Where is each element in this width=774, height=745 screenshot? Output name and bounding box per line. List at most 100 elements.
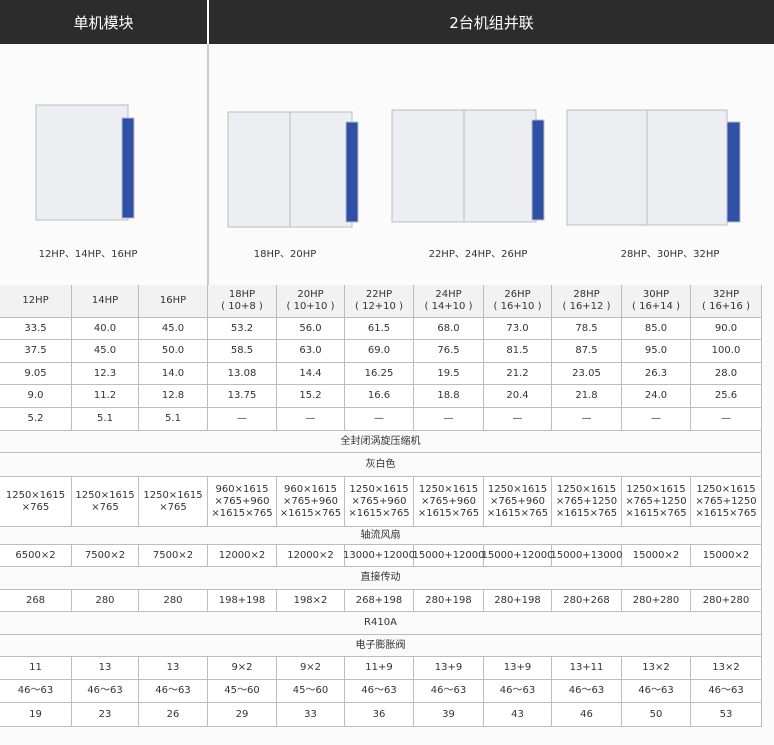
cell-line: ×1615×765 bbox=[625, 507, 687, 519]
table-cell: 280 bbox=[72, 590, 139, 612]
table-cell: 46～63 bbox=[691, 680, 762, 703]
cell-line: ×765+960 bbox=[214, 495, 270, 507]
cell-line: 22HP bbox=[365, 289, 393, 300]
table-cell: 73.0 bbox=[484, 318, 552, 340]
table-cell: 95.0 bbox=[622, 340, 691, 363]
table-cell: 1250×1615 ×765+960 ×1615×765 bbox=[414, 477, 484, 527]
cell-line: ( 14+10 ) bbox=[424, 301, 473, 312]
cell-line: ( 10+8 ) bbox=[221, 301, 263, 312]
cell-line: 960×1615 bbox=[215, 483, 269, 495]
table-cell: 13.08 bbox=[208, 363, 277, 385]
table-cell: 58.5 bbox=[208, 340, 277, 363]
table-cell: 960×1615 ×765+960 ×1615×765 bbox=[277, 477, 345, 527]
span-cell: R410A bbox=[0, 612, 762, 635]
column-header: 32HP( 16+16 ) bbox=[691, 285, 762, 318]
table-cell: 12000×2 bbox=[208, 545, 277, 567]
table-cell: 25.6 bbox=[691, 385, 762, 408]
table-cell: 26.3 bbox=[622, 363, 691, 385]
table-cell: 268 bbox=[0, 590, 72, 612]
table-cell: 46～63 bbox=[484, 680, 552, 703]
table-cell: 9.05 bbox=[0, 363, 72, 385]
table-cell: 78.5 bbox=[552, 318, 622, 340]
table-cell: 5.1 bbox=[72, 408, 139, 431]
column-header: 20HP( 10+10 ) bbox=[277, 285, 345, 318]
table-cell: 36 bbox=[345, 703, 414, 727]
table-cell: 90.0 bbox=[691, 318, 762, 340]
table-cell: 43 bbox=[484, 703, 552, 727]
cell-line: ×1615×765 bbox=[348, 507, 410, 519]
table-cell: 46～63 bbox=[0, 680, 72, 703]
cell-line: ×765+960 bbox=[421, 495, 476, 507]
table-cell: 280+198 bbox=[484, 590, 552, 612]
table-cell: — bbox=[208, 408, 277, 431]
table-cell: 87.5 bbox=[552, 340, 622, 363]
cell-line: 18HP bbox=[228, 289, 256, 300]
table-cell: 198×2 bbox=[277, 590, 345, 612]
table-cell: 13.75 bbox=[208, 385, 277, 408]
cell-line: ×1615×765 bbox=[695, 507, 757, 519]
cell-line: 32HP bbox=[712, 289, 740, 300]
table-cell: 13+9 bbox=[414, 657, 484, 680]
table-cell: 1250×1615 ×765 bbox=[139, 477, 208, 527]
span-cell: 直接传动 bbox=[0, 567, 762, 590]
cell-line: 16HP bbox=[159, 295, 187, 306]
column-header: 22HP( 12+10 ) bbox=[345, 285, 414, 318]
table-cell: 5.2 bbox=[0, 408, 72, 431]
table-cell: 46～63 bbox=[622, 680, 691, 703]
cell-line: ×765+960 bbox=[490, 495, 545, 507]
table-cell: 11 bbox=[0, 657, 72, 680]
table-cell: 33.5 bbox=[0, 318, 72, 340]
table-cell: 1250×1615 ×765+1250 ×1615×765 bbox=[552, 477, 622, 527]
table-cell: — bbox=[552, 408, 622, 431]
table-cell: 50.0 bbox=[139, 340, 208, 363]
table-cell: 20.4 bbox=[484, 385, 552, 408]
table-cell: 13 bbox=[72, 657, 139, 680]
table-cell: 33 bbox=[277, 703, 345, 727]
table-cell: 13+11 bbox=[552, 657, 622, 680]
cell-line: 30HP bbox=[642, 289, 670, 300]
table-cell: 11.2 bbox=[72, 385, 139, 408]
table-cell: 37.5 bbox=[0, 340, 72, 363]
table-cell: 198+198 bbox=[208, 590, 277, 612]
table-cell: 46～63 bbox=[72, 680, 139, 703]
cell-line: ( 16+10 ) bbox=[493, 301, 542, 312]
table-cell: 14.0 bbox=[139, 363, 208, 385]
cell-line: ×765 bbox=[159, 501, 187, 513]
cell-line: 20HP bbox=[297, 289, 324, 300]
table-cell: 11+9 bbox=[345, 657, 414, 680]
cell-line: 1250×1615 bbox=[696, 483, 756, 495]
cell-line: 1250×1615 bbox=[349, 483, 409, 495]
table-cell: 26 bbox=[139, 703, 208, 727]
cell-line: ×765 bbox=[91, 501, 119, 513]
cell-line: ( 16+14 ) bbox=[632, 301, 680, 312]
table-cell: — bbox=[691, 408, 762, 431]
cell-line: ×765 bbox=[21, 501, 50, 513]
product-caption: 18HP、20HP bbox=[253, 249, 317, 260]
table-cell: — bbox=[414, 408, 484, 431]
table-cell: 1250×1615 ×765+1250 ×1615×765 bbox=[691, 477, 762, 527]
cell-line: ×1615×765 bbox=[417, 507, 480, 519]
table-cell: 68.0 bbox=[414, 318, 484, 340]
table-cell: 46～63 bbox=[414, 680, 484, 703]
cell-line: ×765+1250 bbox=[555, 495, 618, 507]
cell-line: ×765+960 bbox=[283, 495, 338, 507]
table-cell: 960×1615 ×765+960 ×1615×765 bbox=[208, 477, 277, 527]
table-cell: 19 bbox=[0, 703, 72, 727]
table-cell: 1250×1615 ×765 bbox=[72, 477, 139, 527]
span-cell: 电子膨胀阀 bbox=[0, 635, 762, 657]
cell-line: ( 12+10 ) bbox=[355, 301, 403, 312]
table-cell: 53.2 bbox=[208, 318, 277, 340]
table-cell: 50 bbox=[622, 703, 691, 727]
table-cell: 23 bbox=[72, 703, 139, 727]
table-cell: 12.3 bbox=[72, 363, 139, 385]
table-cell: 46 bbox=[552, 703, 622, 727]
cell-line: ×765+1250 bbox=[625, 495, 687, 507]
table-cell: 21.2 bbox=[484, 363, 552, 385]
table-cell: 45.0 bbox=[72, 340, 139, 363]
table-cell: 5.1 bbox=[139, 408, 208, 431]
cell-line: ( 16+16 ) bbox=[702, 301, 750, 312]
table-cell: 280+198 bbox=[414, 590, 484, 612]
table-cell: 7500×2 bbox=[72, 545, 139, 567]
column-header: 26HP( 16+10 ) bbox=[484, 285, 552, 318]
